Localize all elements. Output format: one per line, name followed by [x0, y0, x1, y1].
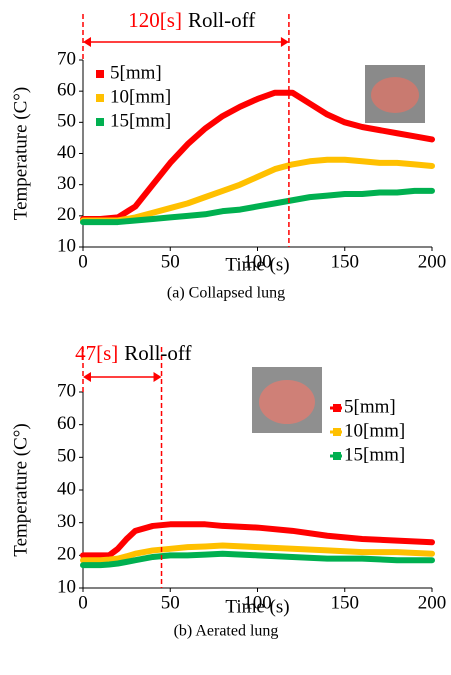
y-tick-label: 10: [57, 576, 76, 597]
x-tick-label: 150: [331, 592, 360, 613]
series-line: [80, 550, 435, 569]
roll-off-text: Roll-off: [124, 341, 191, 365]
series-line: [80, 89, 435, 222]
y-tick-label: 60: [57, 80, 76, 101]
legend-marker: [96, 94, 104, 102]
x-tick-label: 150: [331, 251, 360, 272]
x-tick-label: 50: [161, 251, 180, 272]
roll-off-text: Roll-off: [188, 8, 255, 32]
legend-label: 10[mm]: [344, 420, 405, 441]
y-tick-label: 20: [57, 544, 76, 565]
y-tick-label: 30: [57, 173, 76, 194]
x-tick-label: 100: [243, 251, 272, 272]
x-tick-label: 100: [243, 592, 272, 613]
chart: 10 20 30 40 50 60 70 0 50 100 150 200 Time (s) Temper…: [10, 341, 446, 640]
x-tick-label: 0: [78, 251, 88, 272]
roll-off-label: 120[s]: [128, 8, 182, 32]
chart: 10 20 30 40 50 60 70 0 50 100 150 200 Time (s) Temper…: [10, 8, 446, 302]
series-line: [80, 156, 435, 224]
legend-marker: [333, 404, 341, 412]
x-tick-label: 200: [418, 251, 447, 272]
x-tick-label: 200: [418, 592, 447, 613]
legend-label: 5[mm]: [344, 396, 396, 417]
caption: (b) Aerated lung: [174, 623, 279, 640]
series-line: [80, 542, 435, 564]
x-axis-title: Time (s): [225, 596, 289, 617]
y-tick-label: 70: [57, 48, 76, 69]
y-axis-title: Temperature (C°): [10, 423, 31, 556]
series-line: [80, 521, 435, 559]
y-tick-label: 70: [57, 380, 76, 401]
y-axis-title: Temperature (C°): [10, 87, 31, 220]
y-tick-label: 30: [57, 511, 76, 532]
legend-label: 5[mm]: [110, 62, 162, 83]
series-line: [80, 187, 435, 226]
y-tick-label: 10: [57, 235, 76, 256]
y-tick-label: 20: [57, 204, 76, 225]
legend-marker: [96, 118, 104, 126]
legend-label: 15[mm]: [110, 110, 171, 131]
y-tick-label: 50: [57, 446, 76, 467]
y-tick-label: 40: [57, 142, 76, 163]
x-tick-label: 0: [78, 592, 88, 613]
legend-label: 15[mm]: [344, 444, 405, 465]
roll-off-label: 47[s]: [75, 341, 118, 365]
arrow-head: [83, 372, 162, 382]
legend-marker: [96, 70, 104, 78]
y-tick-label: 60: [57, 413, 76, 434]
x-axis-title: Time (s): [225, 254, 289, 275]
legend-marker: [333, 452, 341, 460]
caption: (a) Collapsed lung: [167, 285, 285, 302]
y-tick-label: 40: [57, 478, 76, 499]
x-tick-label: 50: [161, 592, 180, 613]
legend-label: 10[mm]: [110, 86, 171, 107]
legend-marker: [333, 428, 341, 436]
photo: [252, 65, 425, 433]
y-tick-label: 50: [57, 111, 76, 132]
